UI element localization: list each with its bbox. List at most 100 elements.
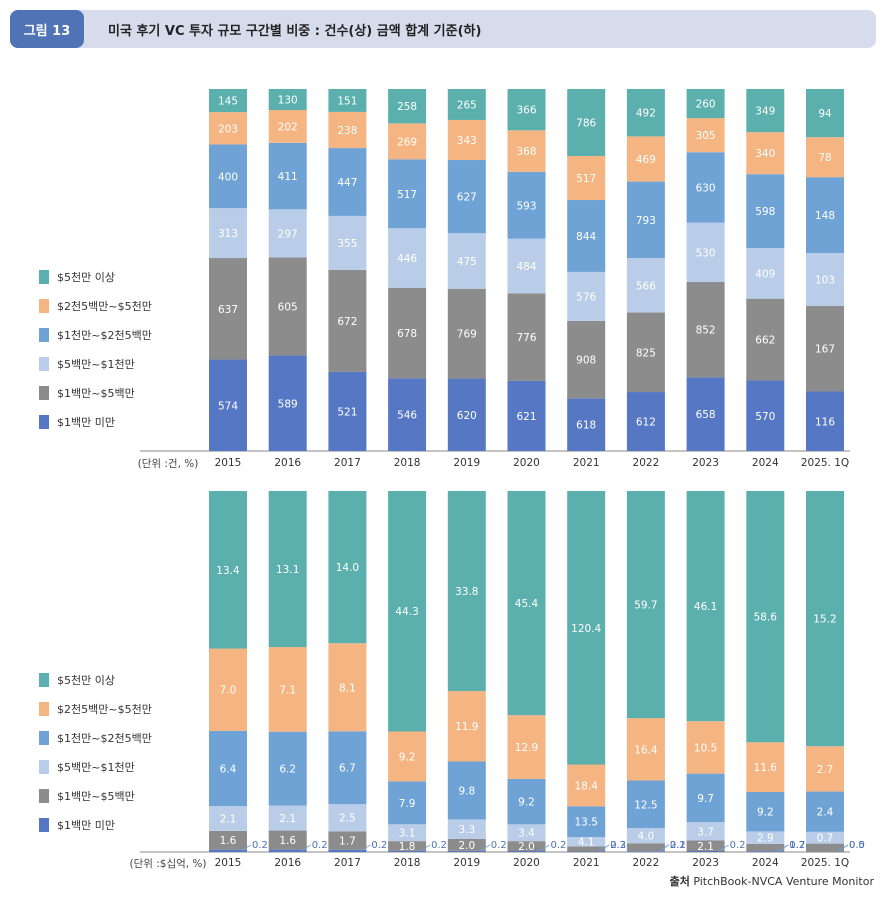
data-label: 0.2 — [252, 840, 268, 851]
bar-segment — [686, 840, 725, 852]
bar-segment — [746, 791, 785, 832]
data-label: 120.4 — [571, 623, 601, 635]
data-label: 4.0 — [638, 831, 655, 843]
data-label: 12.5 — [634, 799, 657, 811]
bar-segment — [388, 781, 427, 825]
data-label: 313 — [218, 228, 238, 240]
source-label: 출처 — [669, 875, 690, 888]
source-note: 출처 PitchBook-NVCA Venture Monitor — [670, 873, 874, 889]
year-tick-label: 2020 — [513, 857, 540, 869]
legend-label: $1천만~$2천5백만 — [57, 328, 152, 342]
data-label: 3.4 — [518, 828, 535, 840]
bar-segment — [806, 746, 844, 792]
bar-segment — [209, 112, 247, 145]
data-label: 6.2 — [279, 764, 296, 776]
data-label: 908 — [576, 355, 596, 367]
year-tick-label: 2019 — [453, 457, 480, 469]
bar-segment — [507, 851, 546, 852]
bar-segment — [268, 110, 307, 143]
data-label: 340 — [755, 148, 775, 160]
figure-label: 그림 13 — [10, 10, 84, 48]
bar-segment — [567, 89, 606, 156]
bar-segment — [686, 822, 725, 841]
data-label: 260 — [696, 99, 716, 111]
data-label: 620 — [457, 410, 477, 422]
bar-segment — [328, 371, 367, 451]
data-label: 1.6 — [220, 835, 237, 847]
bar-segment — [686, 773, 725, 823]
data-label: 368 — [516, 146, 536, 158]
data-label: 13.1 — [276, 564, 299, 576]
data-label: 2.9 — [757, 833, 774, 845]
bar-segment — [328, 148, 367, 216]
bar-segment — [806, 305, 844, 392]
data-label: 1.6 — [279, 835, 296, 847]
data-label: 10.5 — [694, 742, 717, 754]
data-label: 94 — [818, 108, 832, 120]
data-label: 297 — [278, 228, 298, 240]
data-label: 1.7 — [789, 840, 805, 851]
data-label: 2.1 — [220, 813, 237, 825]
year-tick-label: 2020 — [513, 457, 540, 469]
bar-segment — [686, 282, 725, 378]
bar-segment — [447, 288, 486, 379]
bar-segment — [567, 846, 606, 852]
year-tick-label: 2024 — [752, 457, 779, 469]
data-label: 2.0 — [518, 841, 535, 853]
data-label: 18.4 — [575, 780, 599, 792]
bar-segment — [388, 491, 427, 732]
year-tick-label: 2016 — [274, 857, 301, 869]
bar-segment — [447, 160, 486, 234]
bar-segment — [626, 828, 665, 844]
bar-segment — [268, 805, 307, 831]
bar-segment — [447, 819, 486, 839]
bar-segment — [268, 355, 307, 451]
bar-segment — [388, 159, 427, 229]
bar-segment — [209, 359, 247, 451]
data-label: 11.6 — [754, 762, 778, 774]
unit-label: (단위 :건, %) — [138, 457, 199, 470]
data-label: 6.7 — [339, 763, 356, 775]
bar-segment — [746, 742, 785, 792]
bar-segment — [626, 136, 665, 182]
bar-segment — [388, 378, 427, 451]
data-label: 45.4 — [515, 598, 539, 610]
bar-segment — [806, 391, 844, 451]
data-label: 167 — [815, 344, 835, 356]
bar-segment — [507, 130, 546, 172]
data-label: 13.4 — [216, 565, 240, 577]
data-label: 3.7 — [697, 826, 714, 838]
bar-segment — [686, 89, 725, 119]
data-label: 9.2 — [518, 797, 535, 809]
bar-segment — [447, 378, 486, 451]
data-label: 59.7 — [634, 600, 657, 612]
data-label: 576 — [576, 291, 596, 303]
data-label: 0.2 — [431, 840, 447, 851]
bar-segment — [746, 89, 785, 133]
data-label: 203 — [218, 123, 238, 135]
bar-segment — [806, 89, 844, 138]
legend-swatch — [39, 731, 49, 745]
bar-segment — [447, 691, 486, 762]
legend-label: $5천만 이상 — [57, 270, 115, 284]
data-label: 103 — [815, 274, 835, 286]
data-label: 2.1 — [279, 813, 296, 825]
bar-segment — [388, 841, 427, 851]
data-label: 238 — [337, 125, 357, 137]
bar-segment — [328, 215, 367, 270]
legend-swatch — [39, 328, 49, 342]
data-label: 400 — [218, 171, 238, 183]
leader-line — [360, 844, 371, 852]
data-label: 0.2 — [789, 840, 805, 851]
data-label: 776 — [516, 332, 536, 344]
bar-segment — [746, 132, 785, 175]
data-label: 11.9 — [455, 721, 478, 733]
leader-line — [658, 844, 670, 852]
bar-segment — [328, 804, 367, 832]
data-label: 658 — [696, 409, 716, 421]
bar-segment — [507, 380, 546, 451]
data-label: 769 — [457, 329, 477, 341]
bar-segment — [268, 647, 307, 732]
data-label: 621 — [516, 411, 536, 423]
